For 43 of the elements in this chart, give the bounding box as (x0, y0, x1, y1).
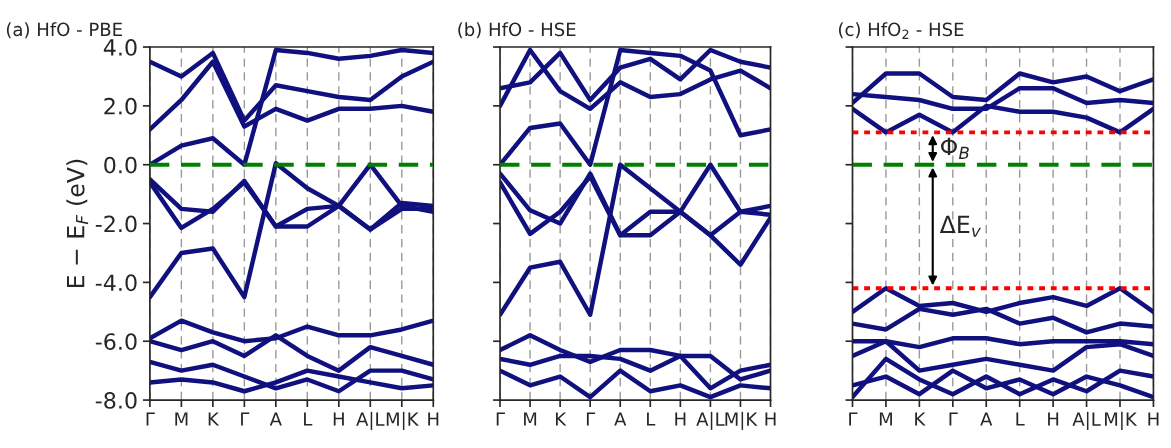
x-tick-label: M (175, 412, 188, 426)
chart-title: (c) HfO$_{2}$ - HSE (838, 22, 964, 39)
x-tick-label: M|K (1105, 411, 1138, 430)
y-tick-label: 0.0 (104, 156, 137, 174)
x-tick-label: Γ (849, 412, 858, 426)
x-tick-label: A (614, 412, 627, 426)
x-tick-label: M (524, 412, 537, 426)
x-tick-label: K (915, 412, 926, 426)
x-tick-label: Γ (496, 412, 505, 426)
x-tick-label: Γ (241, 412, 250, 426)
y-tick-label: 2.0 (104, 97, 137, 115)
x-tick-label: M|K (386, 411, 419, 430)
x-tick-label: A|L (356, 411, 385, 430)
x-tick-label: H (1148, 412, 1159, 426)
y-axis-title: E − E$_{F}$ (eV) (66, 159, 89, 288)
x-tick-label: A (980, 412, 993, 426)
x-tick-label: L (1016, 412, 1025, 426)
x-tick-label: M|K (725, 411, 758, 430)
x-tick-label: K (208, 412, 220, 426)
x-tick-label: A|L (1072, 411, 1101, 430)
x-tick-label: Γ (146, 412, 155, 426)
x-tick-label: Γ (949, 412, 958, 426)
y-tick-label: -8.0 (95, 392, 137, 409)
y-tick-label: -6.0 (95, 333, 137, 350)
x-tick-label: Γ (586, 412, 596, 426)
annotation: ΔE$_{v}$ (939, 215, 981, 237)
x-tick-label: L (304, 412, 313, 426)
y-tick-label: -4.0 (95, 274, 137, 292)
chart-title: (a) HfO - PBE (6, 22, 122, 39)
x-tick-label: H (333, 412, 344, 426)
x-tick-label: L (647, 412, 656, 426)
y-tick-label: -2.0 (95, 215, 137, 233)
chart-title: (b) HfO - HSE (458, 22, 576, 39)
x-tick-label: H (1048, 412, 1059, 426)
x-tick-label: H (765, 412, 776, 426)
x-tick-label: K (555, 412, 567, 426)
annotation: Φ$_{B}$ (941, 137, 969, 159)
x-tick-label: M (879, 412, 892, 426)
x-tick-label: A|L (696, 411, 725, 430)
y-tick-label: 4.0 (103, 38, 137, 56)
x-tick-label: H (428, 412, 439, 426)
x-tick-label: H (675, 412, 686, 426)
x-tick-label: A (269, 412, 282, 426)
